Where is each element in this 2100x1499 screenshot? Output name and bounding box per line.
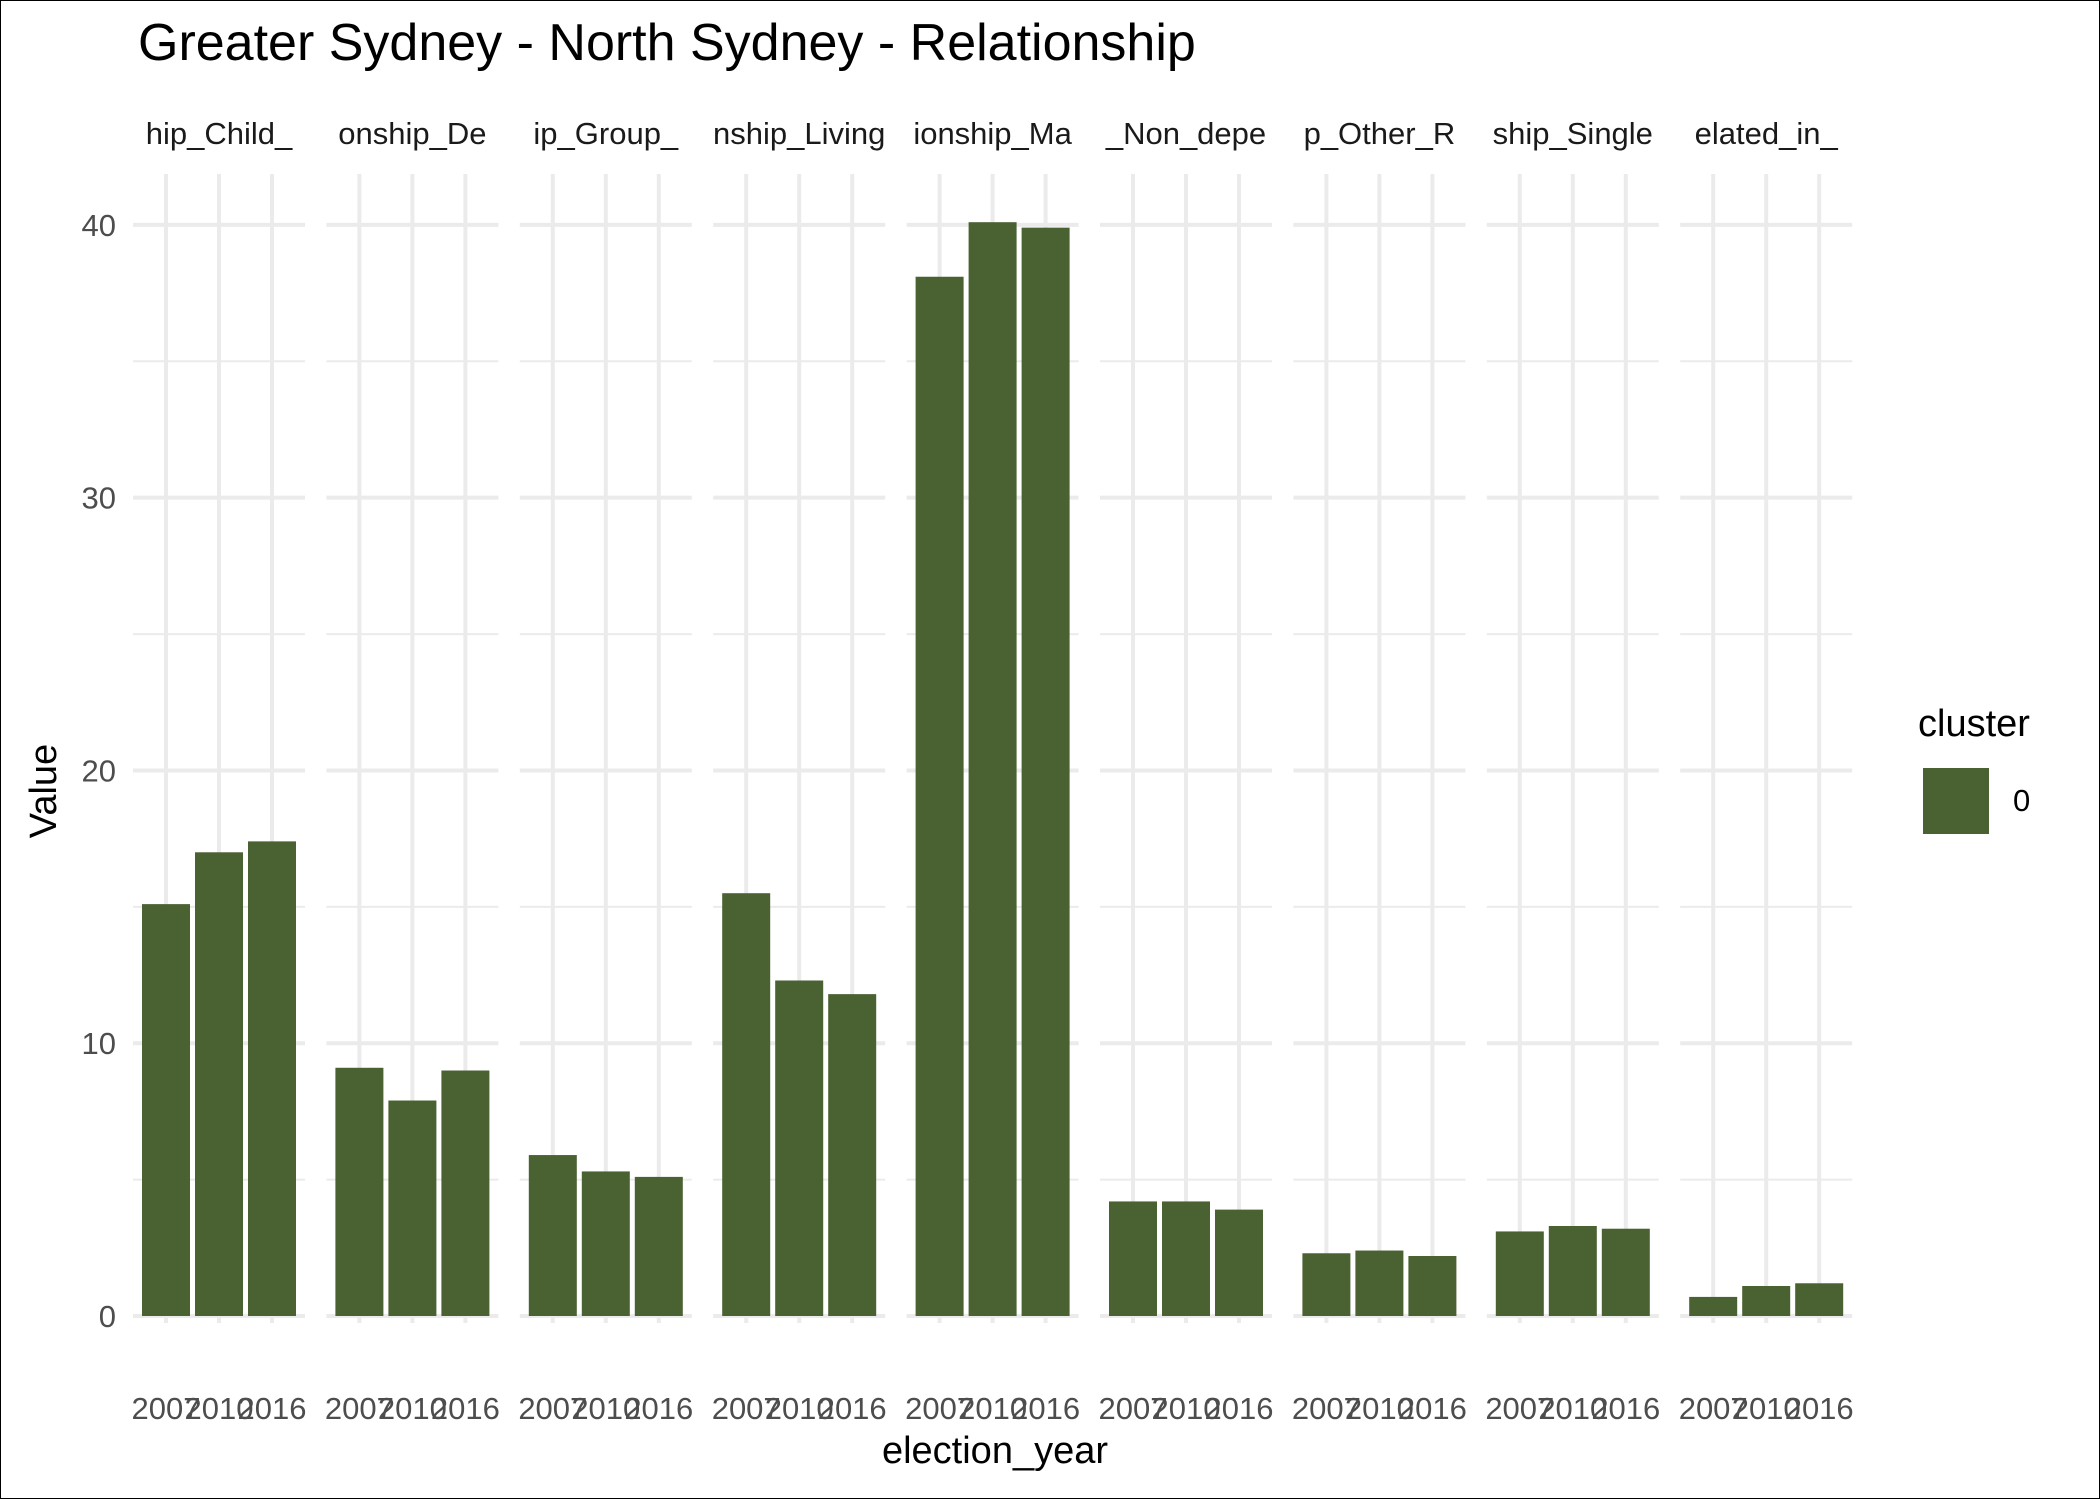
x-tick-label: 2007 — [132, 1391, 201, 1426]
bar — [634, 1176, 683, 1316]
x-tick-label: 2007 — [1679, 1391, 1748, 1426]
x-tick-label: 2007 — [1292, 1391, 1361, 1426]
bar — [775, 980, 824, 1316]
chart-title: Greater Sydney - North Sydney - Relation… — [138, 14, 1196, 72]
x-tick-label: 2007 — [518, 1391, 587, 1426]
facet-strip-label: ionship_Ma — [913, 116, 1072, 151]
bar — [388, 1100, 437, 1316]
y-axis: 0 10 20 30 40 — [82, 208, 116, 1334]
x-tick-label: 2010 — [185, 1391, 254, 1426]
x-tick-label: 2010 — [1152, 1391, 1221, 1426]
bar — [1215, 1209, 1263, 1316]
x-tick-label: 2010 — [1538, 1391, 1607, 1426]
bar — [1548, 1225, 1597, 1316]
y-tick-label: 20 — [82, 753, 116, 788]
bar — [195, 852, 243, 1316]
bar — [828, 994, 877, 1316]
y-tick-label: 30 — [82, 481, 116, 516]
bar — [1795, 1283, 1844, 1316]
x-tick-label: 2016 — [1011, 1391, 1080, 1426]
x-axis-label: election_year — [882, 1430, 1108, 1472]
facet-strip-label: ip_Group_ — [533, 116, 679, 151]
x-tick-label: 2010 — [1732, 1391, 1801, 1426]
facet-strip-label: _Non_depe — [1105, 116, 1266, 151]
y-tick-label: 0 — [99, 1299, 116, 1334]
bar — [968, 222, 1017, 1316]
facet-strip-label: elated_in_ — [1695, 116, 1839, 151]
bar — [1601, 1228, 1650, 1316]
x-tick-label: 2016 — [818, 1391, 887, 1426]
x-tick-label: 2007 — [325, 1391, 394, 1426]
x-tick-label: 2016 — [431, 1391, 500, 1426]
x-tick-label: 2007 — [905, 1391, 974, 1426]
x-tick-label: 2010 — [958, 1391, 1027, 1426]
x-tick-label: 2007 — [712, 1391, 781, 1426]
x-tick-label: 2016 — [1398, 1391, 1467, 1426]
x-tick-label: 2007 — [1485, 1391, 1554, 1426]
y-tick-label: 40 — [82, 208, 116, 243]
bar — [1302, 1253, 1351, 1316]
x-tick-label: 2010 — [571, 1391, 640, 1426]
x-tick-label: 2010 — [378, 1391, 447, 1426]
y-axis-label: Value — [23, 744, 65, 838]
legend: cluster 0 — [1918, 703, 2030, 834]
bar — [335, 1067, 384, 1316]
y-tick-label: 10 — [82, 1026, 116, 1061]
bar — [1355, 1250, 1404, 1316]
x-tick-label: 2016 — [1591, 1391, 1660, 1426]
legend-entry-label: 0 — [2013, 783, 2030, 818]
x-tick-label: 2016 — [1205, 1391, 1274, 1426]
panels: 200720102016hip_Child_200720102016onship… — [132, 116, 1854, 1426]
x-tick-label: 2007 — [1099, 1391, 1168, 1426]
bar — [1021, 227, 1070, 1317]
bar — [1109, 1201, 1157, 1316]
bar — [581, 1171, 630, 1316]
x-tick-label: 2010 — [1345, 1391, 1414, 1426]
bar — [915, 276, 964, 1316]
bar — [528, 1155, 577, 1316]
x-tick-label: 2010 — [765, 1391, 834, 1426]
facet-strip-label: ship_Single — [1493, 116, 1653, 151]
bar — [1742, 1285, 1791, 1316]
facet-strip-label: hip_Child_ — [146, 116, 293, 151]
bar — [248, 841, 296, 1316]
facet-strip-label: nship_Living — [713, 116, 885, 151]
facet-strip-label: p_Other_R — [1304, 116, 1456, 151]
legend-title: cluster — [1918, 703, 2030, 745]
bar — [1495, 1231, 1544, 1316]
legend-key-swatch — [1923, 768, 1989, 834]
x-tick-label: 2016 — [238, 1391, 307, 1426]
bar — [1408, 1255, 1457, 1316]
x-tick-label: 2016 — [624, 1391, 693, 1426]
x-tick-label: 2016 — [1785, 1391, 1854, 1426]
bar — [722, 893, 771, 1316]
bar — [441, 1070, 490, 1316]
bar — [1162, 1201, 1210, 1316]
bar — [142, 904, 190, 1316]
bar — [1689, 1296, 1738, 1316]
facet-strip-label: onship_De — [338, 116, 486, 151]
